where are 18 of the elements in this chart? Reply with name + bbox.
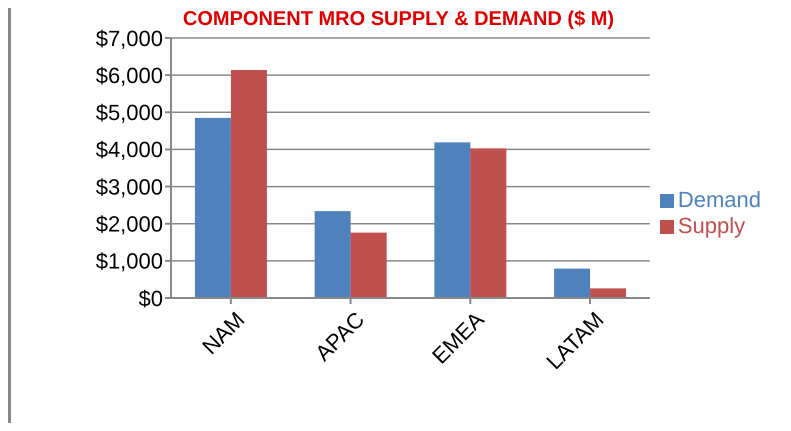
y-tick-label: $7,000 <box>96 26 163 51</box>
y-tick-label: $2,000 <box>96 212 163 237</box>
bar <box>230 70 267 298</box>
legend-label: Supply <box>678 213 746 238</box>
bar <box>350 232 387 298</box>
y-tick-label: $3,000 <box>96 174 163 200</box>
y-tick-label: $1,000 <box>96 248 163 274</box>
y-tick-label: $5,000 <box>96 100 163 126</box>
y-tick-label: $4,000 <box>96 137 163 162</box>
bar <box>554 268 590 298</box>
bar <box>194 118 231 298</box>
y-tick-label: $6,000 <box>96 62 163 88</box>
bar <box>314 211 351 298</box>
legend-label: Demand <box>678 187 761 212</box>
y-tick-label: $0 <box>138 286 163 311</box>
bar <box>434 142 470 298</box>
bar <box>470 148 506 298</box>
chart-title: COMPONENT MRO SUPPLY & DEMAND ($ M) <box>182 8 614 30</box>
